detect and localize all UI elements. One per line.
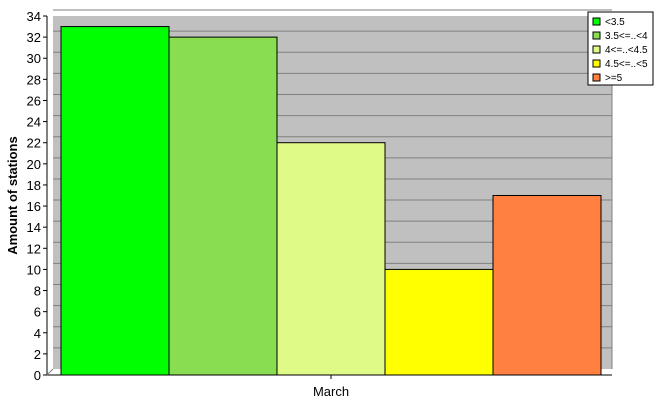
- y-tick-label: 18: [27, 178, 41, 193]
- y-tick-label: 28: [27, 72, 41, 87]
- y-tick-label: 12: [27, 241, 41, 256]
- bar: [168, 36, 278, 376]
- y-tick-label: 10: [27, 262, 41, 277]
- y-tick-label: 0: [34, 368, 41, 383]
- y-tick-label: 34: [27, 9, 41, 24]
- bar: [276, 142, 386, 376]
- legend-label: 3.5<=..<4: [605, 31, 648, 42]
- y-tick-label: 30: [27, 51, 41, 66]
- x-axis-ticks: March: [313, 375, 349, 399]
- y-tick-label: 20: [27, 157, 41, 172]
- y-tick-label: 6: [34, 305, 41, 320]
- legend-swatch: [592, 31, 601, 40]
- legend-swatch: [592, 45, 601, 54]
- bar: [60, 26, 170, 376]
- bar: [384, 268, 494, 376]
- legend-swatch: [592, 59, 601, 68]
- legend-label: 4.5<=..<5: [605, 59, 648, 70]
- legend: <3.5 3.5<=..<4 4<=..<4.5 4.5<=..<5 >=5: [587, 11, 654, 86]
- legend-label: <3.5: [605, 17, 625, 28]
- plot-border: [46, 368, 54, 376]
- bars: [60, 26, 602, 376]
- legend-label: >=5: [605, 73, 623, 84]
- legend-swatch: [592, 17, 601, 26]
- y-tick-label: 24: [27, 115, 41, 130]
- y-tick-label: 16: [27, 199, 41, 214]
- y-tick-label: 4: [34, 326, 41, 341]
- y-tick-label: 32: [27, 30, 41, 45]
- x-tick-label: March: [313, 384, 349, 399]
- y-tick-label: 22: [27, 136, 41, 151]
- y-tick-label: 14: [27, 220, 41, 235]
- y-axis-label: Amount of stations: [5, 136, 20, 254]
- y-tick-label: 8: [34, 284, 41, 299]
- y-tick-label: 2: [34, 347, 41, 362]
- y-tick-label: 26: [27, 93, 41, 108]
- bar: [492, 195, 602, 376]
- legend-label: 4<=..<4.5: [605, 45, 648, 56]
- legend-swatch: [592, 73, 601, 82]
